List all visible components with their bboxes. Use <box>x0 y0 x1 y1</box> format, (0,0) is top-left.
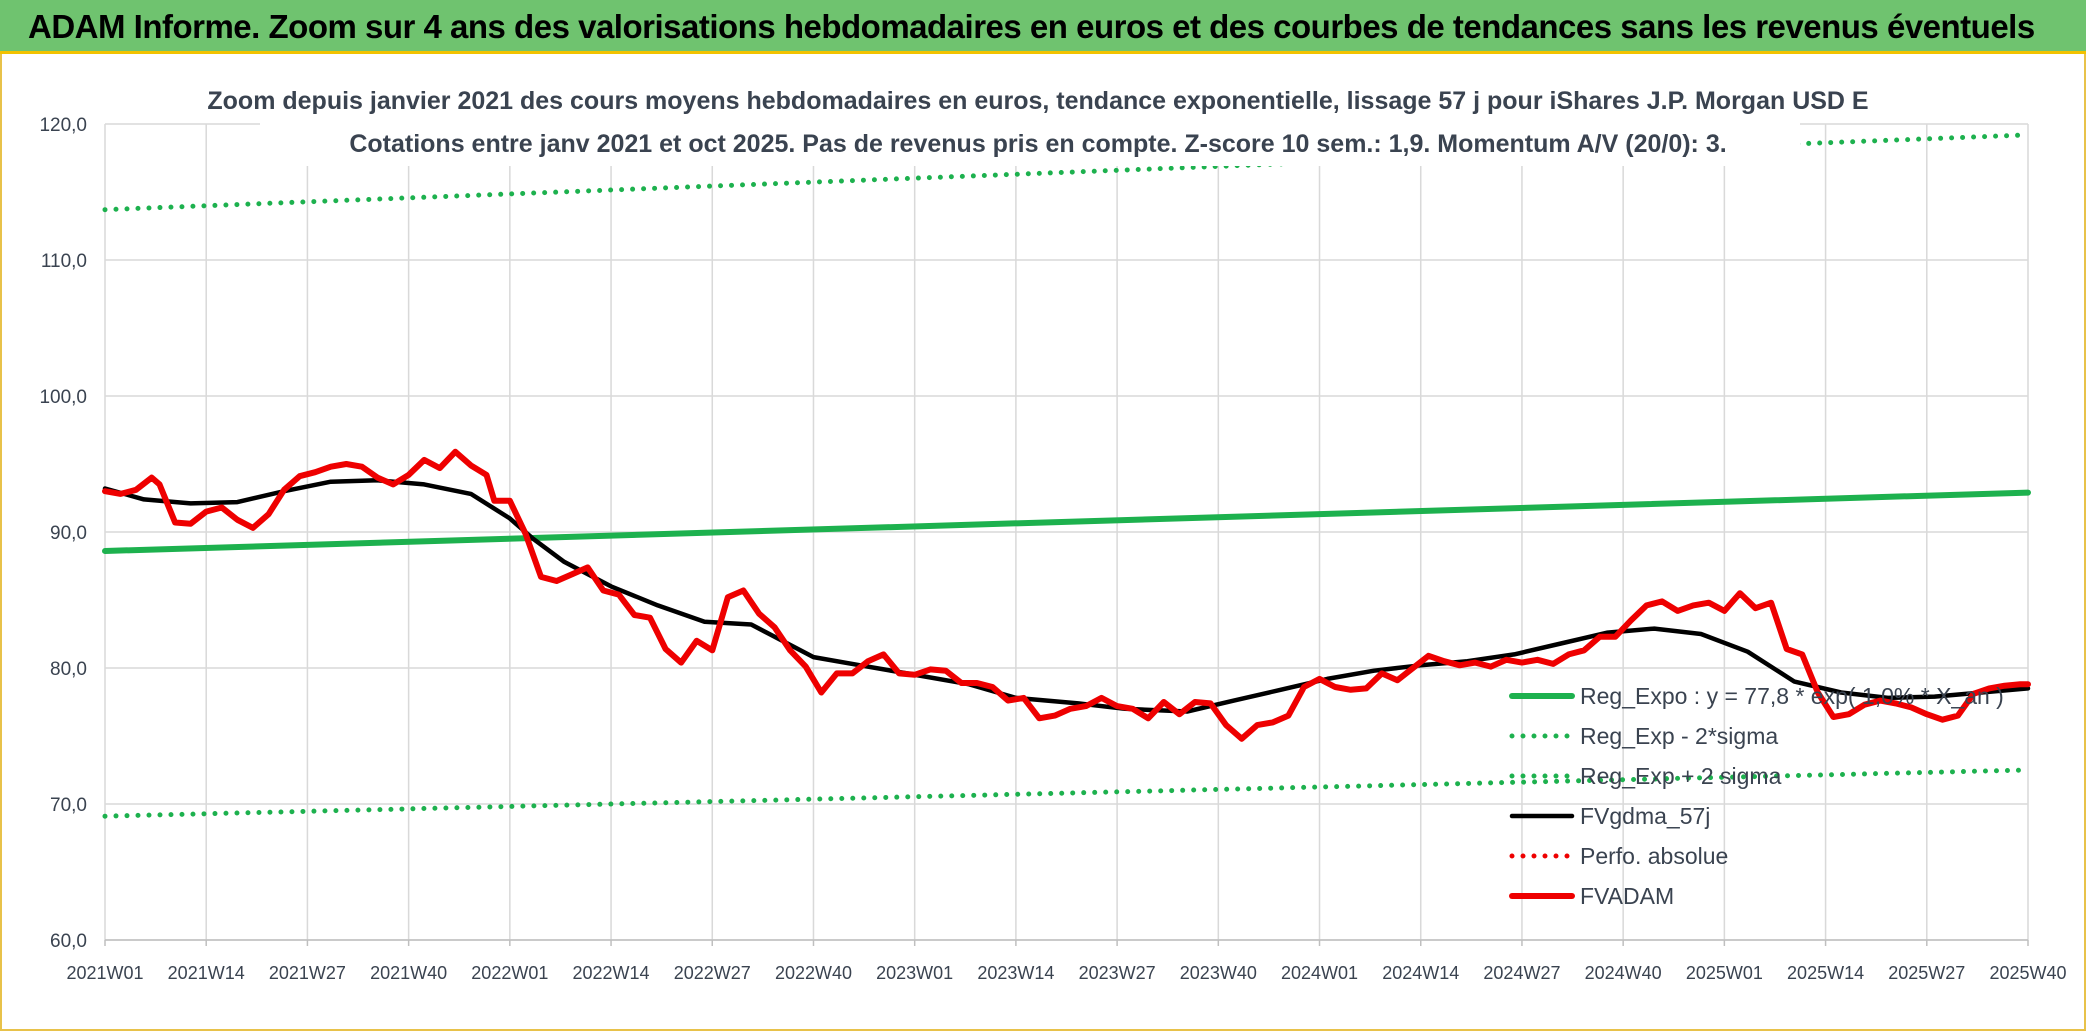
title-banner: ADAM Informe. Zoom sur 4 ans des valoris… <box>0 0 2086 54</box>
x-tick-label: 2025W14 <box>1787 963 1864 983</box>
x-axis-ticks: 2021W01 2021W14 2021W27 2021W40 2022W01 2022W… <box>66 963 2066 983</box>
x-tick-label: 2024W01 <box>1281 963 1358 983</box>
legend-label: Perfo. absolue <box>1580 843 1728 869</box>
legend-label: Reg_Exp + 2 sigma <box>1580 763 1782 789</box>
x-tick-label: 2021W14 <box>168 963 245 983</box>
x-tick-label: 2024W27 <box>1483 963 1560 983</box>
legend: Reg_Expo : y = 77,8 * exp( 1,0% * X_an )… <box>1509 683 2004 909</box>
y-tick-label: 60,0 <box>50 931 87 952</box>
series-line-fvgdma-57j <box>102 478 2031 714</box>
x-tick-label: 2022W14 <box>573 963 650 983</box>
y-tick-label: 100,0 <box>39 387 87 408</box>
x-tick-label: 2025W01 <box>1686 963 1763 983</box>
title-box <box>260 68 1800 166</box>
legend-label: Reg_Exp - 2*sigma <box>1580 723 1778 749</box>
y-tick-label: 90,0 <box>50 523 87 544</box>
x-tick-label: 2025W40 <box>1989 963 2066 983</box>
x-tick-label: 2025W27 <box>1888 963 1965 983</box>
chart-subtitle: Cotations entre janv 2021 et oct 2025. P… <box>349 130 1726 158</box>
x-tick-label: 2024W14 <box>1382 963 1459 983</box>
x-tick-label: 2022W40 <box>775 963 852 983</box>
y-axis-ticks: 60,0 70,0 80,0 90,0 100,0 110,0 120,0 <box>39 115 87 952</box>
banner-title: ADAM Informe. Zoom sur 4 ans des valoris… <box>28 8 2035 45</box>
series-layer <box>102 132 2031 819</box>
series-line-reg-exp-2-sigma <box>102 767 2031 819</box>
x-tick-label: 2021W40 <box>370 963 447 983</box>
x-tick-label: 2022W01 <box>471 963 548 983</box>
y-tick-label: 110,0 <box>41 251 87 272</box>
y-tick-label: 70,0 <box>50 795 87 816</box>
x-tick-label: 2021W01 <box>66 963 143 983</box>
series-line-reg-expo-y-77-8-exp-1-0-x-an <box>102 489 2031 554</box>
legend-label: FVADAM <box>1580 883 1674 909</box>
legend-label: Reg_Expo : y = 77,8 * exp( 1,0% * X_an ) <box>1580 683 2004 709</box>
x-tick-label: 2023W01 <box>876 963 953 983</box>
x-tick-label: 2024W40 <box>1585 963 1662 983</box>
chart-title: Zoom depuis janvier 2021 des cours moyen… <box>207 87 1868 115</box>
x-tick-label: 2021W27 <box>269 963 346 983</box>
legend-label: FVgdma_57j <box>1580 803 1710 829</box>
y-tick-label: 120,0 <box>39 115 87 136</box>
x-tick-label: 2023W40 <box>1180 963 1257 983</box>
grid-layer <box>104 123 2029 946</box>
series-line-fvadam <box>102 448 2031 742</box>
x-tick-label: 2023W14 <box>977 963 1054 983</box>
y-tick-label: 80,0 <box>50 659 87 680</box>
x-tick-label: 2023W27 <box>1079 963 1156 983</box>
x-tick-label: 2022W27 <box>674 963 751 983</box>
